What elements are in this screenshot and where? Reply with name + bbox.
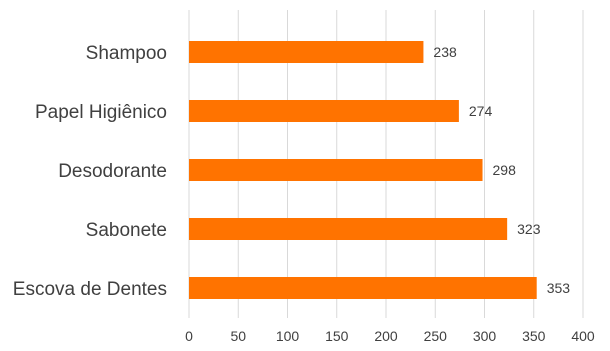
- bar: [189, 41, 424, 63]
- category-label: Papel Higiênico: [35, 102, 167, 123]
- category-label: Escova de Dentes: [13, 279, 167, 300]
- data-label: 298: [493, 162, 517, 178]
- category-label: Shampoo: [86, 43, 167, 64]
- x-tick-label: 100: [276, 328, 300, 344]
- x-tick-label: 250: [424, 328, 448, 344]
- x-tick-label: 0: [185, 328, 193, 344]
- bars: [189, 41, 537, 299]
- data-label: 274: [469, 103, 493, 119]
- labels: 0 50 100 150 200 250 300 350 400 Shampoo 238 Papel …: [13, 43, 595, 344]
- data-label: 323: [517, 221, 541, 237]
- bar: [189, 159, 483, 181]
- x-tick-label: 50: [230, 328, 246, 344]
- data-label: 353: [547, 280, 571, 296]
- bar: [189, 100, 459, 122]
- x-tick-label: 400: [571, 328, 595, 344]
- data-label: 238: [433, 44, 457, 60]
- x-tick-label: 300: [473, 328, 497, 344]
- category-label: Desodorante: [58, 161, 167, 182]
- x-tick-label: 150: [325, 328, 349, 344]
- bar: [189, 277, 537, 299]
- x-tick-label: 200: [374, 328, 398, 344]
- category-label: Sabonete: [86, 220, 167, 241]
- x-tick-label: 350: [522, 328, 546, 344]
- bar: [189, 218, 508, 240]
